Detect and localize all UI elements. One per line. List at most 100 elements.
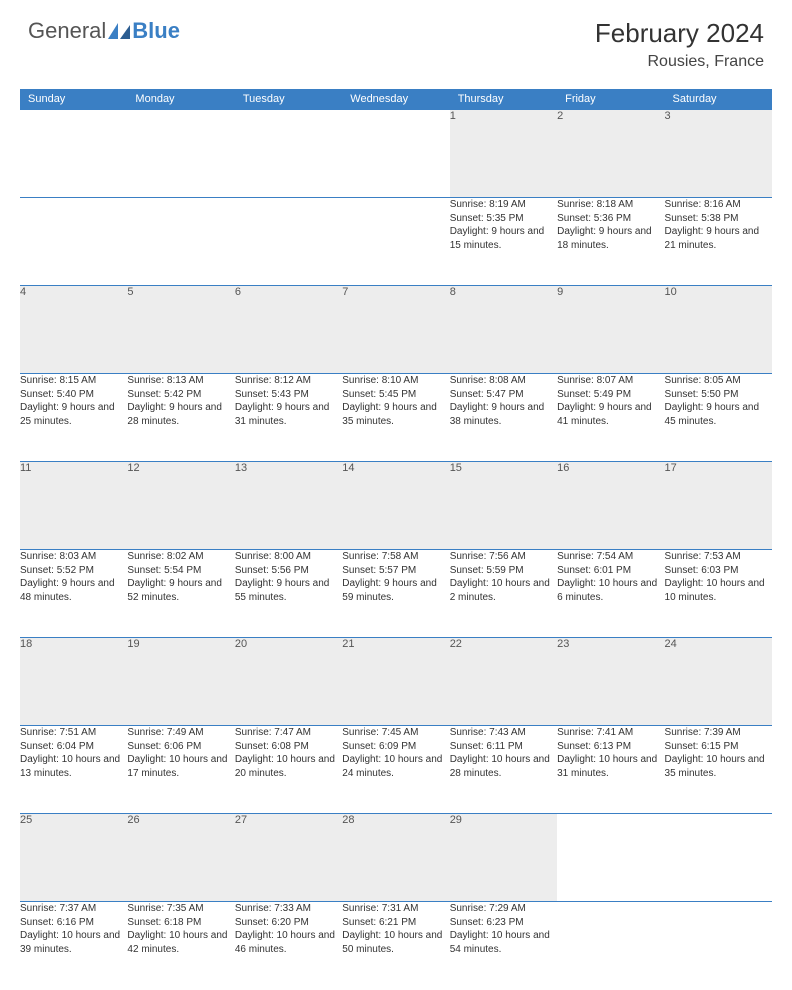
day-number-cell: 14	[342, 462, 449, 550]
sunrise-line: Sunrise: 7:53 AM	[665, 550, 772, 564]
day-number-cell: 8	[450, 286, 557, 374]
sunrise-line: Sunrise: 8:18 AM	[557, 198, 664, 212]
weekday-header: Friday	[557, 89, 664, 110]
brand-logo: General Blue	[28, 18, 180, 44]
sunset-line: Sunset: 5:54 PM	[127, 564, 234, 578]
day-content-cell: Sunrise: 8:02 AMSunset: 5:54 PMDaylight:…	[127, 550, 234, 638]
calendar-table: SundayMondayTuesdayWednesdayThursdayFrid…	[20, 89, 772, 990]
sunset-line: Sunset: 5:57 PM	[342, 564, 449, 578]
day-content-cell	[557, 902, 664, 990]
weekday-header: Sunday	[20, 89, 127, 110]
sunrise-line: Sunrise: 8:10 AM	[342, 374, 449, 388]
sunrise-line: Sunrise: 7:39 AM	[665, 726, 772, 740]
day-content-cell	[127, 198, 234, 286]
daylight-line: Daylight: 10 hours and 17 minutes.	[127, 753, 234, 780]
day-number-cell: 13	[235, 462, 342, 550]
daylight-line: Daylight: 10 hours and 10 minutes.	[665, 577, 772, 604]
day-content-cell: Sunrise: 8:07 AMSunset: 5:49 PMDaylight:…	[557, 374, 664, 462]
daylight-line: Daylight: 10 hours and 6 minutes.	[557, 577, 664, 604]
sunrise-line: Sunrise: 7:29 AM	[450, 902, 557, 916]
sunrise-line: Sunrise: 7:35 AM	[127, 902, 234, 916]
daylight-line: Daylight: 9 hours and 52 minutes.	[127, 577, 234, 604]
daylight-line: Daylight: 10 hours and 2 minutes.	[450, 577, 557, 604]
daylight-line: Daylight: 9 hours and 41 minutes.	[557, 401, 664, 428]
sunset-line: Sunset: 6:06 PM	[127, 740, 234, 754]
sunset-line: Sunset: 5:59 PM	[450, 564, 557, 578]
day-content-cell: Sunrise: 7:51 AMSunset: 6:04 PMDaylight:…	[20, 726, 127, 814]
sunrise-line: Sunrise: 7:54 AM	[557, 550, 664, 564]
daylight-line: Daylight: 10 hours and 20 minutes.	[235, 753, 342, 780]
weekday-header: Monday	[127, 89, 234, 110]
day-content-cell: Sunrise: 8:10 AMSunset: 5:45 PMDaylight:…	[342, 374, 449, 462]
sunset-line: Sunset: 6:21 PM	[342, 916, 449, 930]
sunrise-line: Sunrise: 7:58 AM	[342, 550, 449, 564]
sunrise-line: Sunrise: 8:02 AM	[127, 550, 234, 564]
day-number-cell: 29	[450, 814, 557, 902]
day-number-cell: 9	[557, 286, 664, 374]
sunset-line: Sunset: 5:36 PM	[557, 212, 664, 226]
daylight-line: Daylight: 9 hours and 59 minutes.	[342, 577, 449, 604]
sunrise-line: Sunrise: 8:13 AM	[127, 374, 234, 388]
sunset-line: Sunset: 5:40 PM	[20, 388, 127, 402]
sunrise-line: Sunrise: 7:51 AM	[20, 726, 127, 740]
day-content-cell: Sunrise: 8:13 AMSunset: 5:42 PMDaylight:…	[127, 374, 234, 462]
daylight-line: Daylight: 10 hours and 13 minutes.	[20, 753, 127, 780]
day-number-cell: 23	[557, 638, 664, 726]
daylight-line: Daylight: 10 hours and 50 minutes.	[342, 929, 449, 956]
day-number-cell: 5	[127, 286, 234, 374]
sunrise-line: Sunrise: 7:47 AM	[235, 726, 342, 740]
location-label: Rousies, France	[595, 53, 764, 71]
sunset-line: Sunset: 5:50 PM	[665, 388, 772, 402]
sunset-line: Sunset: 6:16 PM	[20, 916, 127, 930]
sunset-line: Sunset: 6:04 PM	[20, 740, 127, 754]
sunrise-line: Sunrise: 7:49 AM	[127, 726, 234, 740]
day-number-cell: 15	[450, 462, 557, 550]
day-content-cell: Sunrise: 8:12 AMSunset: 5:43 PMDaylight:…	[235, 374, 342, 462]
daylight-line: Daylight: 9 hours and 38 minutes.	[450, 401, 557, 428]
sunrise-line: Sunrise: 8:00 AM	[235, 550, 342, 564]
daylight-line: Daylight: 9 hours and 48 minutes.	[20, 577, 127, 604]
day-content-cell: Sunrise: 7:31 AMSunset: 6:21 PMDaylight:…	[342, 902, 449, 990]
day-number-cell: 6	[235, 286, 342, 374]
sunset-line: Sunset: 5:42 PM	[127, 388, 234, 402]
day-content-cell: Sunrise: 7:45 AMSunset: 6:09 PMDaylight:…	[342, 726, 449, 814]
day-content-cell: Sunrise: 7:33 AMSunset: 6:20 PMDaylight:…	[235, 902, 342, 990]
day-number-cell: 7	[342, 286, 449, 374]
daylight-line: Daylight: 9 hours and 45 minutes.	[665, 401, 772, 428]
sunset-line: Sunset: 6:23 PM	[450, 916, 557, 930]
brand-sail-icon	[108, 23, 130, 39]
daylight-line: Daylight: 10 hours and 35 minutes.	[665, 753, 772, 780]
day-content-cell: Sunrise: 7:43 AMSunset: 6:11 PMDaylight:…	[450, 726, 557, 814]
day-number-cell: 3	[665, 110, 772, 198]
brand-text-general: General	[28, 18, 106, 44]
day-content-cell: Sunrise: 8:00 AMSunset: 5:56 PMDaylight:…	[235, 550, 342, 638]
day-content-cell: Sunrise: 8:08 AMSunset: 5:47 PMDaylight:…	[450, 374, 557, 462]
day-number-cell	[127, 110, 234, 198]
daylight-line: Daylight: 9 hours and 21 minutes.	[665, 225, 772, 252]
daylight-line: Daylight: 10 hours and 39 minutes.	[20, 929, 127, 956]
sunset-line: Sunset: 5:43 PM	[235, 388, 342, 402]
sunrise-line: Sunrise: 7:45 AM	[342, 726, 449, 740]
day-number-cell: 2	[557, 110, 664, 198]
day-content-cell: Sunrise: 7:58 AMSunset: 5:57 PMDaylight:…	[342, 550, 449, 638]
day-number-cell: 24	[665, 638, 772, 726]
day-number-cell: 16	[557, 462, 664, 550]
day-content-cell: Sunrise: 8:16 AMSunset: 5:38 PMDaylight:…	[665, 198, 772, 286]
sunrise-line: Sunrise: 8:12 AM	[235, 374, 342, 388]
sunset-line: Sunset: 6:09 PM	[342, 740, 449, 754]
day-content-cell: Sunrise: 7:54 AMSunset: 6:01 PMDaylight:…	[557, 550, 664, 638]
sunset-line: Sunset: 5:35 PM	[450, 212, 557, 226]
sunset-line: Sunset: 6:03 PM	[665, 564, 772, 578]
day-number-cell: 18	[20, 638, 127, 726]
sunset-line: Sunset: 5:45 PM	[342, 388, 449, 402]
daylight-line: Daylight: 9 hours and 18 minutes.	[557, 225, 664, 252]
sunrise-line: Sunrise: 7:56 AM	[450, 550, 557, 564]
day-number-cell: 12	[127, 462, 234, 550]
day-number-cell: 19	[127, 638, 234, 726]
daylight-line: Daylight: 9 hours and 55 minutes.	[235, 577, 342, 604]
day-content-cell: Sunrise: 7:53 AMSunset: 6:03 PMDaylight:…	[665, 550, 772, 638]
sunrise-line: Sunrise: 8:16 AM	[665, 198, 772, 212]
day-number-cell	[342, 110, 449, 198]
day-number-cell: 26	[127, 814, 234, 902]
daylight-line: Daylight: 9 hours and 15 minutes.	[450, 225, 557, 252]
